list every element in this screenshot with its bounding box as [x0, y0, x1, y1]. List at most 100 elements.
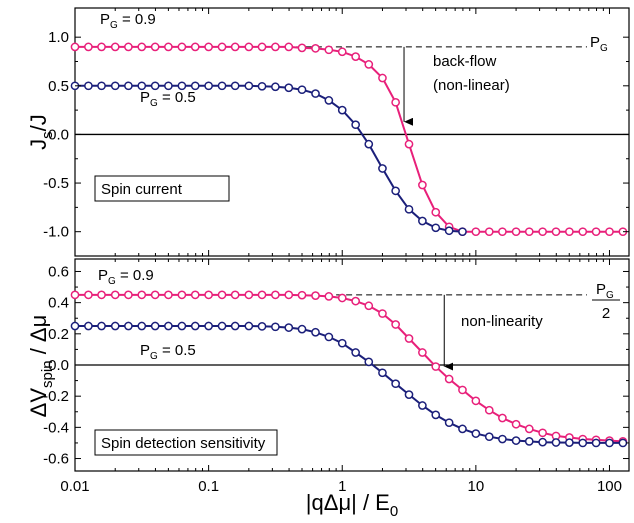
- bottom-y-axis-label: ΔVspin / Δμ: [26, 315, 56, 418]
- top-series-point-1: [244, 81, 254, 91]
- bottom-ytick-label: 0.2: [48, 326, 69, 343]
- bottom-series-point-1: [324, 332, 334, 342]
- bottom-series-point-0: [471, 396, 481, 406]
- top-series-point-0: [551, 227, 561, 237]
- bottom-series-point-1: [431, 410, 441, 420]
- bottom-series-point-1: [565, 438, 574, 447]
- bottom-series-point-1: [458, 424, 467, 434]
- top-series-point-1: [444, 226, 454, 236]
- top-series-point-1: [378, 164, 387, 173]
- bottom-series-point-0: [230, 290, 240, 300]
- top-series-point-1: [391, 186, 400, 196]
- top-series-point-0: [70, 42, 80, 52]
- bottom-series-point-0: [404, 334, 414, 343]
- bottom-ytick-label: 0.0: [48, 357, 69, 374]
- bottom-ytick-label: -0.4: [43, 419, 69, 436]
- bottom-series-point-0: [164, 290, 173, 300]
- bottom-series-point-0: [444, 374, 454, 384]
- top-series-point-1: [271, 82, 280, 92]
- xtick-label: 1: [338, 478, 346, 495]
- top-series-point-1: [177, 81, 187, 91]
- bottom-series-point-1: [271, 322, 280, 332]
- top-series-point-0: [150, 42, 160, 52]
- bottom-panel: 0.6 0.4 0.2 0.0 -0.2 -0.4 -0.6 0.01 0.1 1 10 100 P…: [26, 258, 630, 520]
- top-series-point-1: [204, 81, 213, 91]
- top-series-point-0: [204, 42, 213, 52]
- top-y-axis-label: Js/J: [26, 114, 56, 150]
- bottom-series-point-1: [591, 438, 601, 448]
- bottom-ytick-label: 0.6: [48, 263, 69, 280]
- bottom-series-point-0: [97, 290, 106, 300]
- bottom-series-point-1: [150, 321, 160, 331]
- top-series-point-0: [137, 42, 147, 52]
- top-series-point-0: [431, 207, 441, 217]
- top-series-point-1: [150, 81, 160, 91]
- top-series-point-1: [137, 81, 147, 91]
- bottom-series-point-1: [84, 321, 93, 331]
- top-series-point-1: [324, 96, 334, 105]
- bottom-legend-box: Spin detection sensitivity: [94, 429, 278, 456]
- top-series-point-1: [297, 85, 307, 95]
- top-series-point-0: [244, 42, 254, 52]
- bottom-box-label: Spin detection sensitivity: [101, 435, 266, 452]
- bottom-series-point-0: [190, 290, 200, 300]
- top-series-point-0: [311, 44, 320, 53]
- top-series-point-0: [538, 227, 547, 237]
- bottom-ytick-label: -0.6: [43, 451, 69, 468]
- bottom-series-point-0: [244, 290, 254, 300]
- top-series-point-1: [97, 81, 106, 91]
- top-series-point-0: [498, 227, 507, 237]
- bottom-series-point-1: [578, 438, 588, 448]
- bottom-series-point-0: [391, 320, 400, 329]
- bottom-series-point-1: [137, 321, 147, 331]
- bottom-series-point-0: [324, 292, 334, 301]
- top-series-point-0: [418, 180, 427, 190]
- svg-text:2: 2: [602, 305, 610, 322]
- top-series-point-0: [230, 42, 240, 52]
- bottom-series-point-1: [351, 348, 360, 357]
- top-series-point-1: [217, 81, 227, 91]
- top-backflow-label-2: (non-linear): [433, 77, 510, 94]
- bottom-series-point-1: [244, 321, 254, 331]
- top-series-point-0: [524, 227, 534, 237]
- bottom-series-point-0: [137, 290, 147, 300]
- top-series-point-0: [217, 42, 227, 52]
- top-series-point-0: [391, 97, 400, 107]
- top-series-point-0: [124, 42, 133, 52]
- bottom-series-point-0: [458, 385, 467, 395]
- bottom-series-point-0: [150, 290, 160, 300]
- bottom-fraction-label: PG 2: [592, 281, 620, 322]
- bottom-series-point-1: [498, 434, 507, 444]
- top-series-point-0: [364, 60, 374, 69]
- bottom-series-point-1: [164, 321, 173, 331]
- top-series-point-1: [124, 81, 133, 91]
- top-series-point-1: [190, 81, 200, 91]
- bottom-series-point-1: [204, 321, 213, 331]
- bottom-series-point-1: [618, 438, 628, 448]
- bottom-series-point-1: [538, 437, 547, 447]
- bottom-series-point-0: [204, 290, 213, 300]
- bottom-series-point-0: [511, 419, 521, 429]
- top-series-point-0: [591, 227, 601, 237]
- bottom-series-point-1: [177, 321, 187, 331]
- top-series-point-0: [605, 227, 614, 237]
- bottom-series-point-0: [297, 290, 307, 300]
- top-series-point-0: [565, 227, 574, 237]
- top-series-point-0: [271, 42, 280, 52]
- bottom-series-point-1: [404, 390, 414, 399]
- bottom-series-point-0: [124, 290, 133, 300]
- bottom-series-point-1: [444, 418, 454, 428]
- top-series-point-1: [431, 223, 441, 233]
- top-panel: 1.0 0.5 0.0 -0.5 -1.0 PG = 0.9 PG = 0.5 PG b…: [26, 7, 630, 257]
- top-series-line-0: [75, 45, 623, 233]
- top-series-point-0: [324, 45, 334, 55]
- bottom-series-point-1: [378, 368, 387, 378]
- top-series-point-0: [511, 227, 521, 237]
- bottom-series-point-0: [110, 290, 120, 300]
- top-series-point-0: [351, 52, 360, 61]
- bottom-series-point-1: [297, 324, 307, 334]
- bottom-series-point-0: [538, 428, 547, 438]
- top-series-point-1: [418, 216, 427, 226]
- bottom-ytick-label: -0.2: [43, 388, 69, 405]
- top-legend-box: Spin current: [94, 175, 230, 202]
